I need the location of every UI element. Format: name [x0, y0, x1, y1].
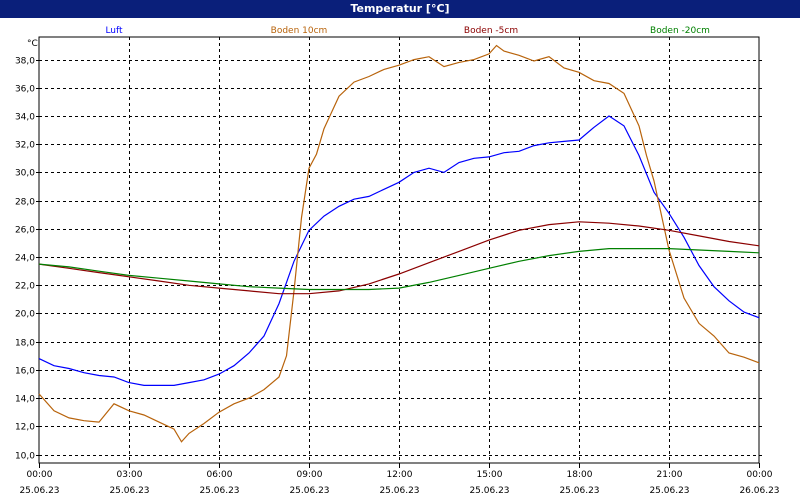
- series-line: [38, 44, 760, 443]
- legend-entry: Boden 10cm: [271, 26, 328, 36]
- y-tick-label: 38,0: [15, 57, 35, 67]
- legend-entry: Boden -20cm: [650, 26, 710, 36]
- y-tick-label: 10,0: [15, 452, 35, 462]
- x-tick-time-label: 00:00: [747, 470, 773, 480]
- y-tick-label: 36,0: [15, 85, 35, 95]
- y-tick-label: 30,0: [15, 169, 35, 179]
- y-tick-label: 32,0: [15, 141, 35, 151]
- series-line: [38, 115, 760, 386]
- x-tick-time-label: 03:00: [117, 470, 143, 480]
- x-tick-date-label: 25.06.23: [199, 486, 239, 496]
- x-tick-date-label: 25.06.23: [559, 486, 599, 496]
- y-axis-ticks: 10,0 12,0 14,0 16,0 18,0 20,0 22,0 24,0 26,0 28,0…: [15, 57, 762, 462]
- x-tick-time-label: 12:00: [387, 470, 413, 480]
- temperature-chart: 10,0 12,0 14,0 16,0 18,0 20,0 22,0 24,0 26,0 28,0…: [15, 26, 780, 496]
- x-tick-date-label: 25.06.23: [289, 486, 329, 496]
- x-tick-time-label: 09:00: [297, 470, 323, 480]
- x-tick-date-label: 25.06.23: [649, 486, 689, 496]
- grid: [39, 37, 759, 463]
- y-tick-label: 14,0: [15, 395, 35, 405]
- y-tick-label: 18,0: [15, 339, 35, 349]
- y-tick-label: 12,0: [15, 423, 35, 433]
- legend-entry: Luft: [105, 26, 123, 36]
- series-line: [38, 221, 760, 295]
- x-tick-date-label: 26.06.23: [739, 486, 779, 496]
- y-tick-label: 26,0: [15, 226, 35, 236]
- y-axis-unit-label: °C: [27, 39, 38, 49]
- x-tick-time-label: 00:00: [27, 470, 53, 480]
- x-axis-ticks: 00:00 25.06.23 03:00 25.06.23 06:00 25.06.23 0…: [19, 463, 780, 496]
- x-tick-date-label: 25.06.23: [109, 486, 149, 496]
- chart-title-bar: Temperatur [°C]: [0, 0, 800, 18]
- legend: Luft Boden 10cm Boden -5cm Boden -20cm: [105, 26, 710, 36]
- x-tick-time-label: 21:00: [657, 470, 683, 480]
- x-tick-date-label: 25.06.23: [19, 486, 59, 496]
- y-tick-label: 24,0: [15, 254, 35, 264]
- y-tick-label: 34,0: [15, 113, 35, 123]
- x-tick-time-label: 18:00: [567, 470, 593, 480]
- y-tick-label: 22,0: [15, 282, 35, 292]
- x-tick-time-label: 15:00: [477, 470, 503, 480]
- x-tick-date-label: 25.06.23: [469, 486, 509, 496]
- series-lines: [38, 44, 760, 443]
- x-tick-date-label: 25.06.23: [379, 486, 419, 496]
- y-tick-label: 28,0: [15, 198, 35, 208]
- y-tick-label: 20,0: [15, 310, 35, 320]
- legend-entry: Boden -5cm: [464, 26, 518, 36]
- x-tick-time-label: 06:00: [207, 470, 233, 480]
- series-line: [38, 248, 760, 291]
- y-tick-label: 16,0: [15, 367, 35, 377]
